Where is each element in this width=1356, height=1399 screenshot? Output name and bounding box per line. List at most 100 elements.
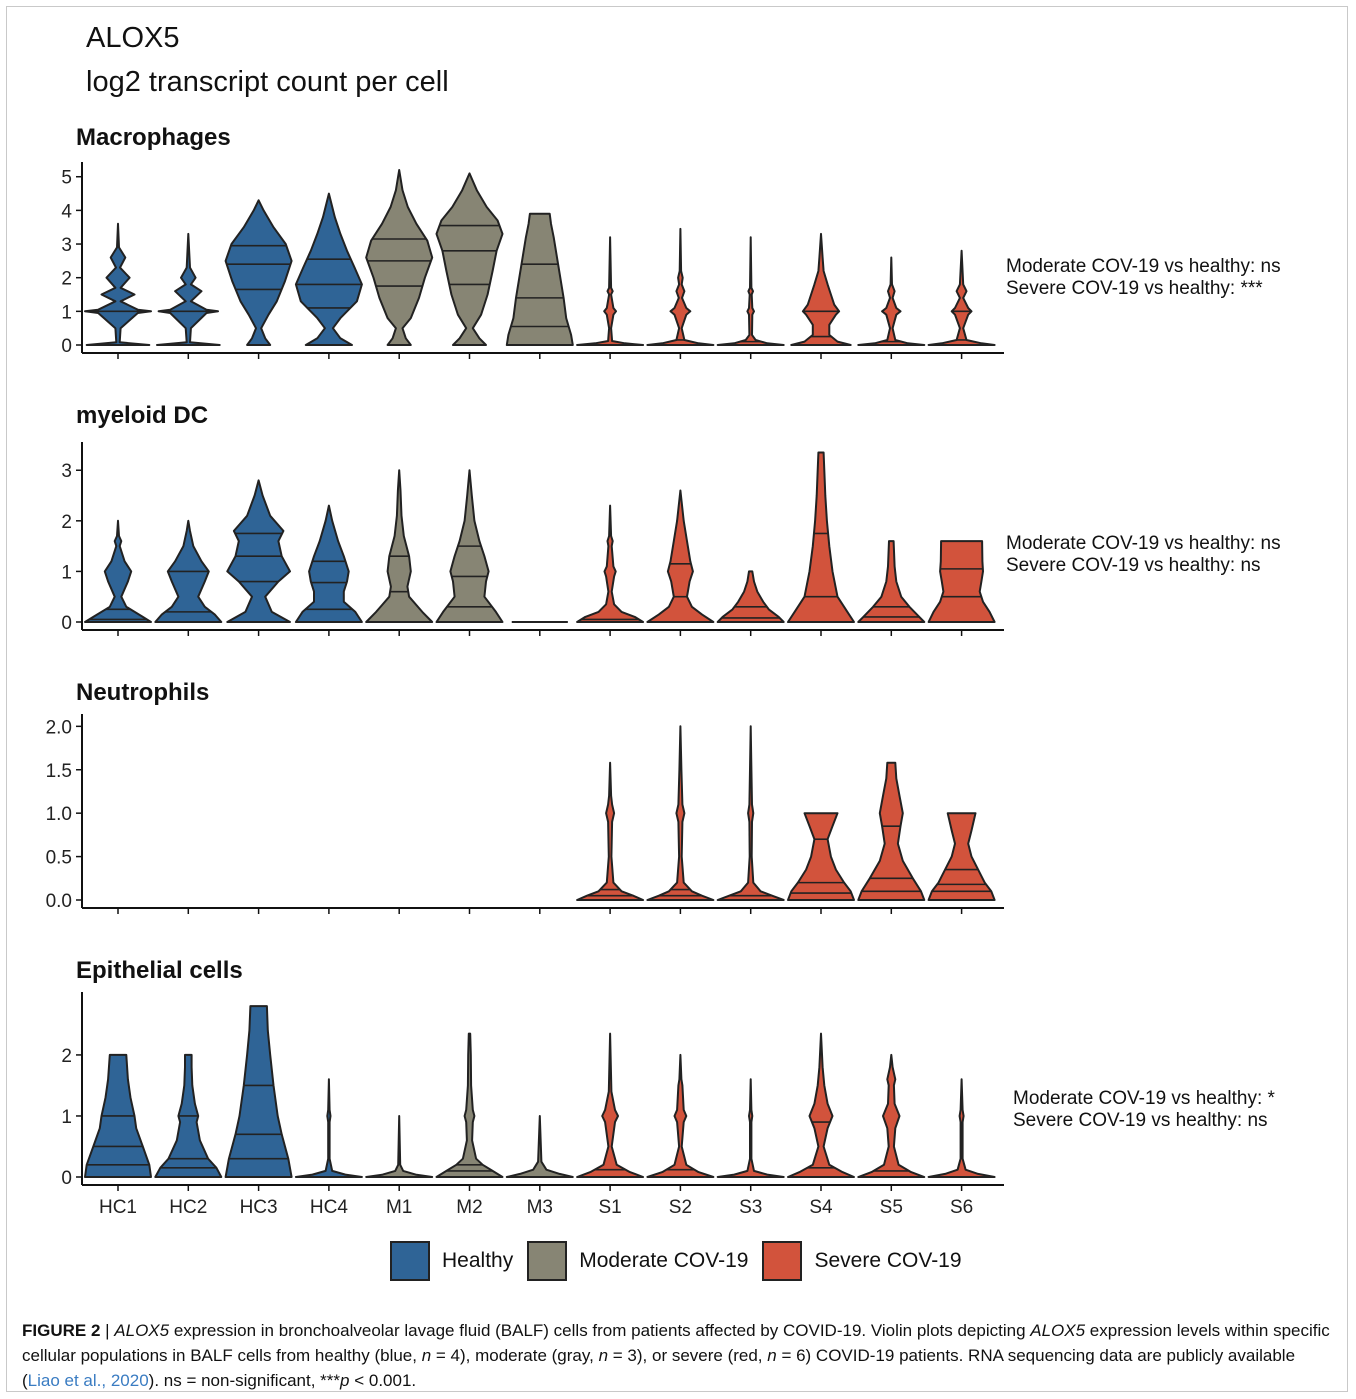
legend-item-moderate: Moderate COV-19 xyxy=(527,1241,748,1281)
violin-S3 xyxy=(716,725,785,901)
violin-S5 xyxy=(857,1053,926,1178)
y-tick-label: 3 xyxy=(61,461,72,482)
violin-S6 xyxy=(927,1078,996,1178)
violin-M1 xyxy=(365,469,434,623)
violin-HC1 xyxy=(84,222,152,346)
caption-separator: | xyxy=(100,1321,115,1340)
violin-panel-macrophages: 0 1 2 3 4 5 xyxy=(61,162,1004,359)
caption-n: n xyxy=(598,1346,609,1365)
violin-HC4 xyxy=(294,192,363,346)
panel-title-epithelial: Epithelial cells xyxy=(76,957,243,984)
violin-S6 xyxy=(927,540,996,623)
violin-HC3 xyxy=(226,479,291,623)
violin-S3 xyxy=(716,1078,785,1178)
stat-moderate: Moderate COV-19 vs healthy: ns xyxy=(1006,533,1281,554)
caption-n: n xyxy=(421,1346,432,1365)
x-tick-label: S3 xyxy=(739,1197,762,1218)
x-tick-label: HC4 xyxy=(310,1197,348,1218)
violin-panel-neutrophils: 0.0 0.5 1.0 1.5 2.0 xyxy=(46,714,1004,914)
y-tick-label: 0.5 xyxy=(46,848,72,869)
violin-HC3 xyxy=(224,199,293,346)
legend-label: Moderate COV-19 xyxy=(579,1249,749,1272)
x-tick-label: HC3 xyxy=(240,1197,278,1218)
violin-S4 xyxy=(787,1032,855,1178)
y-tick-label: 2.0 xyxy=(46,717,72,738)
violin-S2 xyxy=(646,725,715,901)
y-tick-label: 0 xyxy=(61,613,72,634)
caption-text: = 6) COVID-19 patients. RNA sequencing d… xyxy=(22,1346,1296,1390)
y-tick-label: 3 xyxy=(61,235,72,256)
caption-text: ). ns = non-significant, *** xyxy=(148,1371,341,1390)
stat-severe: Severe COV-19 vs healthy: *** xyxy=(1006,278,1263,299)
x-tick-label: HC1 xyxy=(99,1197,137,1218)
violin-S3 xyxy=(716,570,785,623)
caption-text: expression levels within specific cellul… xyxy=(22,1321,1330,1365)
y-tick-label: 1 xyxy=(61,562,72,583)
violin-M3 xyxy=(505,1115,574,1178)
unit-title: log2 transcript count per cell xyxy=(86,66,449,98)
panel-title-macrophages: Macrophages xyxy=(76,124,231,151)
y-tick-label: 0.0 xyxy=(46,891,72,912)
x-tick-label: S1 xyxy=(598,1197,621,1218)
legend-item-healthy: Healthy xyxy=(390,1241,513,1281)
violin-S1 xyxy=(576,236,645,346)
violin-S4 xyxy=(790,232,852,346)
y-tick-label: 4 xyxy=(61,201,72,222)
violin-S1 xyxy=(576,1032,645,1178)
x-tick-label: S4 xyxy=(809,1197,833,1218)
x-tick-label: S2 xyxy=(669,1197,692,1218)
violin-S1 xyxy=(576,504,645,623)
caption-p: p xyxy=(340,1371,350,1390)
x-tick-label: M2 xyxy=(456,1197,482,1218)
violin-panel-epithelial-cells: 0 1 2 HC1 HC2 HC3 HC4 M1 M2 M3 S1 S2 S3 S4 S5 S6 xyxy=(61,992,1004,1218)
violin-M1 xyxy=(365,169,434,346)
stat-annotation-epithelial: Moderate COV-19 vs healthy: * Severe COV… xyxy=(1013,1088,1275,1132)
violin-S2 xyxy=(646,1053,715,1178)
panel-title-myeloid-dc: myeloid DC xyxy=(76,402,209,429)
caption-figure-label: FIGURE 2 xyxy=(22,1321,101,1340)
y-tick-label: 2 xyxy=(61,1046,72,1067)
stat-annotation-myeloid-dc: Moderate COV-19 vs healthy: ns Severe CO… xyxy=(1006,533,1281,577)
caption-text: expression in bronchoalveolar lavage flu… xyxy=(169,1321,1031,1340)
violin-S5 xyxy=(857,540,926,623)
violin-HC4 xyxy=(294,1078,363,1178)
caption-text: = 4), moderate (gray, xyxy=(431,1346,599,1365)
stat-moderate: Moderate COV-19 vs healthy: ns xyxy=(1006,256,1281,277)
stat-annotation-macrophages: Moderate COV-19 vs healthy: ns Severe CO… xyxy=(1006,256,1281,300)
x-tick-label: M3 xyxy=(527,1197,553,1218)
violin-M2 xyxy=(435,172,504,346)
x-tick-label: M1 xyxy=(386,1197,412,1218)
violin-HC3 xyxy=(224,1005,293,1178)
violin-HC4 xyxy=(294,504,363,623)
panel-title-neutrophils: Neutrophils xyxy=(76,679,210,706)
violin-S6 xyxy=(927,812,996,901)
stat-severe: Severe COV-19 vs healthy: ns xyxy=(1006,555,1261,576)
caption-text: = 3), or severe (red, xyxy=(608,1346,768,1365)
y-tick-label: 2 xyxy=(61,512,72,533)
caption-gene: ALOX5 xyxy=(114,1321,170,1340)
violin-S6 xyxy=(927,249,996,346)
violin-S5 xyxy=(857,256,926,346)
figure-caption: FIGURE 2 | ALOX5 expression in bronchoal… xyxy=(22,1318,1332,1393)
violin-S2 xyxy=(646,227,715,346)
violin-panel-myeloid-dc: 0 1 2 3 xyxy=(61,442,1004,636)
violin-HC1 xyxy=(84,519,152,623)
legend-item-severe: Severe COV-19 xyxy=(762,1241,962,1281)
violin-M2 xyxy=(435,1032,504,1178)
caption-n: n xyxy=(767,1346,777,1365)
violin-S3 xyxy=(716,236,785,346)
violin-S5 xyxy=(857,761,926,901)
y-tick-label: 2 xyxy=(61,269,72,290)
legend-label: Healthy xyxy=(442,1249,514,1272)
violin-M3 xyxy=(505,212,574,346)
legend-swatch-severe xyxy=(762,1241,803,1281)
legend-swatch-healthy xyxy=(390,1241,430,1281)
violin-S1 xyxy=(576,761,645,901)
gene-title: ALOX5 xyxy=(86,22,180,54)
caption-gene: ALOX5 xyxy=(1030,1321,1086,1340)
y-tick-label: 0 xyxy=(61,1168,72,1189)
caption-citation-link[interactable]: Liao et al., 2020 xyxy=(27,1371,149,1390)
figure-frame xyxy=(6,6,1348,1392)
legend-label: Severe COV-19 xyxy=(814,1249,962,1272)
